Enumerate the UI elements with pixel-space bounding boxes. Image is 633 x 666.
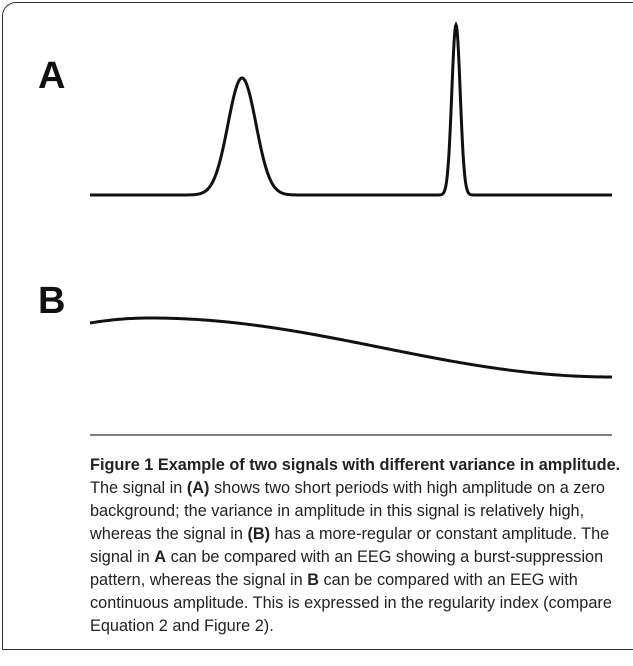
panel-label: B	[38, 280, 65, 322]
caption-text-bold: (B)	[247, 525, 271, 543]
caption: Figure 1 Example of two signals with dif…	[90, 454, 625, 638]
caption-text: can be compared with an EEG with continu…	[90, 571, 612, 635]
panel-label: A	[38, 55, 65, 97]
caption-text: The signal in	[90, 479, 183, 497]
caption-text-bold: A	[154, 548, 167, 566]
caption-title: Figure 1 Example of two signals with dif…	[90, 456, 621, 474]
caption-text-bold: (A)	[186, 479, 210, 497]
signal-a	[90, 21, 612, 197]
caption-text: shows two short periods with high amplit…	[90, 479, 605, 543]
caption-text: can be compared with an EEG showing a bu…	[90, 548, 604, 589]
figure-graphic: A B	[38, 21, 612, 436]
caption-text: has a more-regular or constant amplitude…	[90, 525, 610, 566]
figure-frame	[2, 2, 633, 650]
signal-b	[89, 316, 612, 379]
caption-text-bold: B	[307, 571, 319, 589]
